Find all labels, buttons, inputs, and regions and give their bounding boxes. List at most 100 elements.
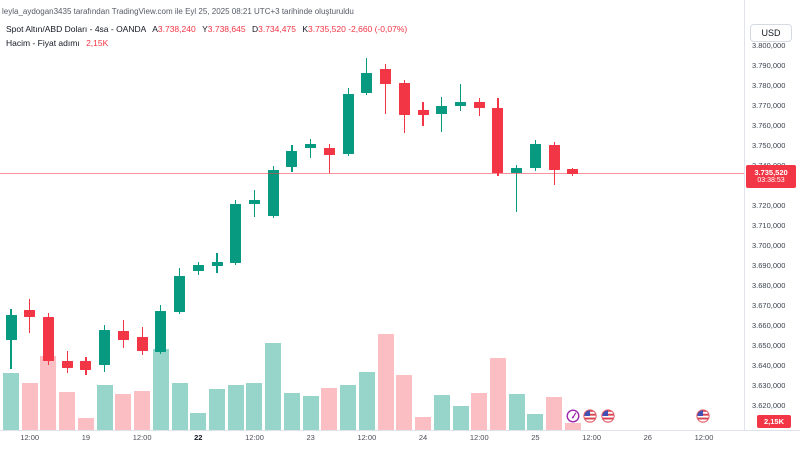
price-axis-label: 3.760,000 (752, 121, 786, 130)
us-flag-event-icon[interactable] (601, 409, 615, 423)
price-axis-label: 3.630,000 (752, 381, 786, 390)
time-axis-label: 24 (418, 433, 428, 442)
price-axis-label: 3.800,000 (752, 41, 786, 50)
high-label: Y (202, 24, 208, 34)
time-axis-label: 12:00 (132, 433, 152, 442)
time-axis-label: 22 (194, 433, 203, 442)
candle-body (286, 151, 298, 167)
volume-bar (246, 383, 263, 430)
candle-body (548, 145, 560, 170)
time-axis-label: 12:00 (357, 433, 377, 442)
candle-wick (385, 64, 387, 114)
time-axis-label: 25 (531, 433, 540, 442)
candle-body (529, 144, 541, 168)
candle-body (61, 361, 73, 368)
candle-body (455, 102, 467, 106)
high-value: 3.738,645 (207, 24, 246, 34)
candle-body (136, 337, 148, 351)
price-axis-label: 3.700,000 (752, 241, 786, 250)
chart-area[interactable] (0, 0, 744, 430)
candle-body (42, 317, 54, 361)
time-axis-label: 12:00 (20, 433, 40, 442)
candle-wick (310, 139, 312, 158)
volume-bar (489, 358, 506, 430)
open-value: 3.738,240 (157, 24, 196, 34)
bar-countdown-timer: 03:38:53 (757, 176, 785, 184)
candle-body (380, 69, 392, 84)
volume-bar (115, 393, 132, 430)
volume-bar (508, 393, 525, 430)
symbol-legend[interactable]: Spot Altın/ABD Doları - 4sa - OANDA A3.7… (6, 24, 407, 34)
current-volume-badge: 2,15K (757, 415, 791, 428)
candle-body (24, 310, 36, 317)
volume-bar (358, 372, 375, 430)
candle-body (211, 262, 223, 266)
candle-body (5, 315, 17, 340)
candle-wick (328, 144, 330, 173)
price-axis-label: 3.660,000 (752, 321, 786, 330)
volume-bar (77, 417, 94, 430)
candle-body (174, 276, 186, 312)
volume-bar (471, 392, 488, 430)
us-flag-event-icon[interactable] (696, 409, 710, 423)
close-value: 3.735,520 (307, 24, 346, 34)
symbol-title: Spot Altın/ABD Doları - 4sa - OANDA (6, 24, 146, 34)
low-label: D (251, 24, 259, 34)
candle-body (342, 94, 354, 154)
candle-body (155, 311, 167, 352)
candle-body (267, 170, 279, 216)
economic-event-gauge-icon[interactable] (566, 409, 580, 423)
volume-bar (546, 397, 563, 430)
price-axis-label: 3.780,000 (752, 81, 786, 90)
volume-bar (134, 390, 151, 430)
current-price-line (0, 173, 744, 175)
time-axis-separator (0, 430, 800, 431)
time-axis-label: 19 (81, 433, 91, 442)
change-value: -2,660 (-0,07%) (348, 24, 408, 34)
candle-body (80, 361, 92, 370)
candle-body (117, 331, 129, 340)
price-axis-label: 3.790,000 (752, 61, 786, 70)
candle-body (567, 168, 579, 174)
candle-wick (459, 84, 462, 111)
time-axis-label: 23 (306, 433, 315, 442)
volume-bar (59, 391, 76, 430)
volume-bar (21, 383, 38, 430)
candle-wick (441, 97, 443, 132)
price-axis-label: 3.720,000 (752, 201, 786, 210)
volume-bar (152, 348, 169, 430)
volume-bar (209, 388, 226, 430)
volume-bar (302, 396, 319, 430)
volume-bar (283, 392, 300, 430)
volume-bar (190, 413, 207, 430)
volume-bar (415, 416, 432, 430)
volume-indicator-legend[interactable]: Hacim - Fiyat adımı 2,15K (6, 38, 108, 48)
price-axis-label: 3.690,000 (752, 261, 786, 270)
currency-toggle-button[interactable]: USD (750, 24, 792, 42)
price-axis-label: 3.650,000 (752, 341, 786, 350)
price-axis-label: 3.670,000 (752, 301, 786, 310)
time-axis-label: 12:00 (469, 433, 489, 442)
low-value: 3.734,475 (258, 24, 296, 34)
candle-body (492, 108, 504, 173)
volume-bar (40, 356, 57, 430)
volume-bar (396, 374, 413, 430)
price-axis-label: 3.620,000 (752, 401, 786, 410)
close-label: K (302, 24, 308, 34)
price-axis-separator (744, 0, 745, 430)
candle-body (511, 168, 523, 173)
attribution-text: leyla_aydogan3435 tarafından TradingView… (2, 7, 354, 16)
volume-indicator-value: 2,15K (86, 38, 109, 48)
volume-bar (377, 333, 394, 430)
volume-bar (527, 414, 544, 430)
time-axis-label: 12:00 (245, 433, 264, 442)
candle-body (436, 106, 448, 114)
volume-bar (171, 383, 188, 430)
candle-body (398, 83, 410, 115)
price-axis-label: 3.640,000 (752, 361, 786, 370)
candle-body (361, 73, 373, 93)
candle-body (417, 110, 429, 115)
us-flag-event-icon[interactable] (583, 409, 597, 423)
volume-bar (3, 373, 19, 430)
